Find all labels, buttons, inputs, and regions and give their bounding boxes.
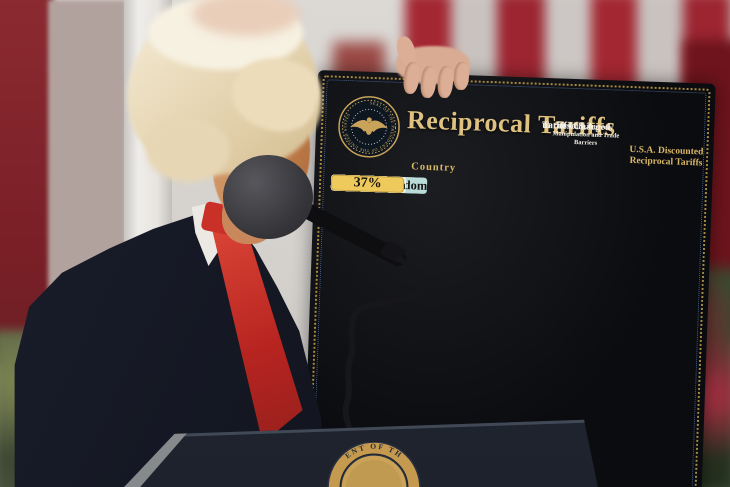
hair-back xyxy=(146,118,230,182)
hair-top-blur xyxy=(192,0,300,36)
column-header-discounted: U.S.A. Discounted Reciprocal Tariffs xyxy=(629,144,704,169)
tariff-row: Bangladesh74%37% xyxy=(314,174,405,194)
microphone-windscreen xyxy=(223,155,313,239)
presidential-seal: SEAL OF THE PRESIDENT OF THE UNITED STAT… xyxy=(338,96,400,158)
reciprocal-tariffs-board: SEAL OF THE PRESIDENT OF THE UNITED STAT… xyxy=(302,70,716,487)
discounted-value: 37% xyxy=(330,174,405,194)
podium-presidential-seal: ENT OF TH xyxy=(327,442,421,487)
